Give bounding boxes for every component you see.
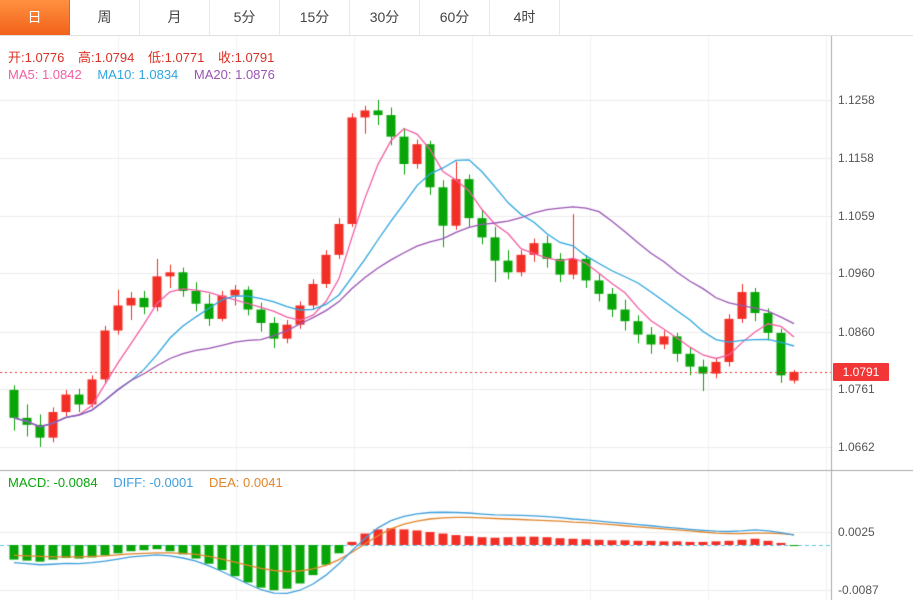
period-tabbar: 日周月 5分 15分 30分 60分 4时 <box>0 0 913 36</box>
macd-value: MACD: -0.0084 <box>8 475 98 490</box>
ma10-value: MA10: 1.0834 <box>97 67 179 82</box>
tab-30min[interactable]: 30分 <box>350 0 420 35</box>
tab-5min[interactable]: 5分 <box>210 0 280 35</box>
tab-week[interactable]: 周 <box>70 0 140 35</box>
tab-day[interactable]: 日 <box>0 0 70 35</box>
high-value: 高:1.0794 <box>78 50 135 65</box>
tab-month[interactable]: 月 <box>140 0 210 35</box>
ohlc-readout: 开:1.0776 高:1.0794 低:1.0771 收:1.0791 <box>8 47 284 66</box>
price-axis-tick: 1.0662 <box>838 439 875 454</box>
diff-value: DIFF: -0.0001 <box>113 475 194 490</box>
current-price-badge: 1.0791 <box>833 362 889 381</box>
tab-4hour[interactable]: 4时 <box>490 0 560 35</box>
macd-axis-tick: 0.0025 <box>838 525 875 539</box>
price-axis-tick: 1.0860 <box>838 324 875 339</box>
ma-readout: MA5: 1.0842 MA10: 1.0834 MA20: 1.0876 <box>8 67 287 82</box>
tab-60min[interactable]: 60分 <box>420 0 490 35</box>
close-value: 收:1.0791 <box>218 50 275 65</box>
tab-15min[interactable]: 15分 <box>280 0 350 35</box>
price-axis-tick: 1.0960 <box>838 266 875 281</box>
price-axis-tick: 1.1158 <box>838 151 874 166</box>
open-value: 开:1.0776 <box>8 50 65 65</box>
low-value: 低:1.0771 <box>148 50 205 65</box>
ma5-value: MA5: 1.0842 <box>8 67 82 82</box>
price-axis-tick: 1.1059 <box>838 208 875 223</box>
ma20-value: MA20: 1.0876 <box>193 67 275 82</box>
macd-axis-tick: -0.0087 <box>838 583 879 598</box>
price-axis-tick: 1.1258 <box>838 92 875 107</box>
dea-value: DEA: 0.0041 <box>209 475 283 490</box>
price-axis-tick: 1.0761 <box>838 382 875 397</box>
macd-readout: MACD: -0.0084 DIFF: -0.0001 DEA: 0.0041 <box>8 475 295 490</box>
